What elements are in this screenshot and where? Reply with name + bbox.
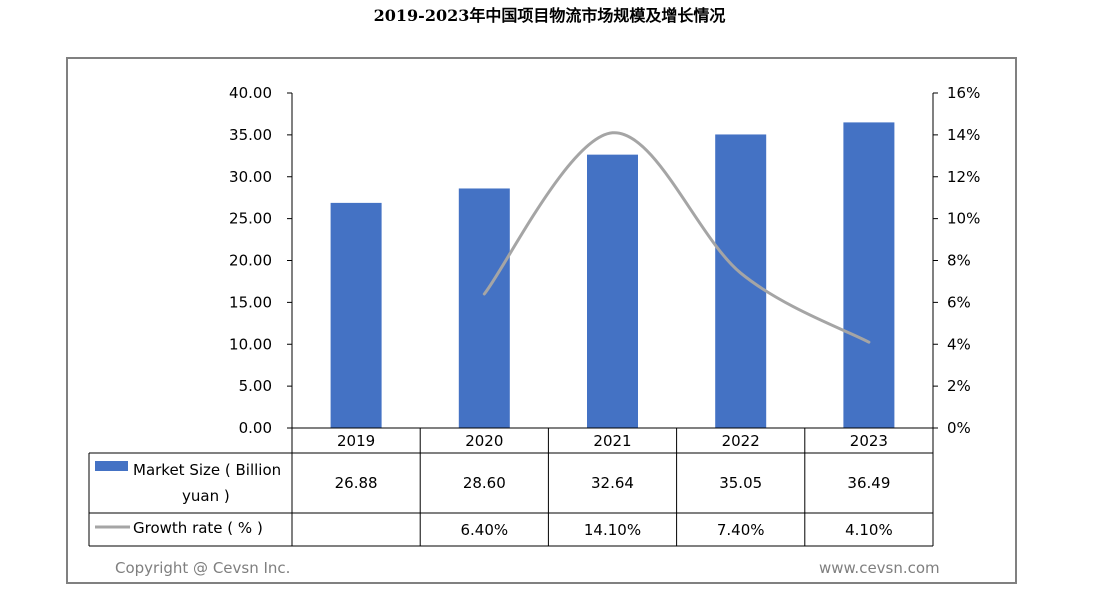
y2-tick-label: 16%: [947, 84, 980, 102]
y2-tick-label: 14%: [947, 126, 980, 144]
growth-rate-value: 4.10%: [845, 521, 893, 539]
y-tick-label: 25.00: [229, 210, 272, 228]
y2-tick-label: 2%: [947, 377, 971, 395]
x-tick-label: 2020: [465, 432, 503, 450]
y2-tick-label: 0%: [947, 419, 971, 437]
axes-layer: 0.00 5.00 10.00 15.00 20.00 25.00 30.00 35.00 40…: [229, 84, 980, 437]
y2-tick-label: 8%: [947, 252, 971, 270]
y-tick-label: 10.00: [229, 335, 272, 353]
y2-tick-label: 4%: [947, 335, 971, 353]
growth-rate-value: 14.10%: [584, 521, 641, 539]
y-tick-label: 15.00: [229, 293, 272, 311]
legend-label-market-size-line2: yuan ): [182, 487, 230, 505]
y2-tick-label: 12%: [947, 168, 980, 186]
bar-2019: [330, 202, 382, 428]
data-table: Market Size ( Billion yuan ) Growth rate…: [88, 427, 934, 547]
growth-rate-line: [482, 131, 871, 344]
market-size-value: 36.49: [847, 474, 890, 492]
y-tick-label: 40.00: [229, 84, 272, 102]
legend-label-market-size-line1: Market Size ( Billion: [133, 461, 281, 479]
bar-2021: [587, 154, 638, 428]
market-size-value: 28.60: [463, 474, 506, 492]
bar-2023: [843, 122, 895, 429]
bars-layer: [330, 122, 895, 429]
legend-label-growth-rate: Growth rate ( % ): [133, 519, 263, 537]
bar-2022: [715, 134, 767, 429]
y2-tick-label: 10%: [947, 210, 980, 228]
growth-rate-value: 7.40%: [717, 521, 765, 539]
y-tick-label: 0.00: [239, 419, 272, 437]
chart-title: 2019-2023年中国项目物流市场规模及增长情况: [373, 6, 726, 25]
growth-rate-value: 6.40%: [460, 521, 508, 539]
growth-line-layer: [482, 131, 871, 344]
x-tick-label: 2021: [593, 432, 631, 450]
y-tick-label: 20.00: [229, 252, 272, 270]
y2-tick-label: 6%: [947, 293, 971, 311]
y-tick-label: 30.00: [229, 168, 272, 186]
x-tick-label: 2023: [850, 432, 888, 450]
y-tick-label: 5.00: [239, 377, 272, 395]
x-tick-label: 2022: [722, 432, 760, 450]
legend-swatch-market-size: [95, 461, 128, 471]
market-size-value: 35.05: [719, 474, 762, 492]
bar-2020: [458, 188, 510, 428]
x-tick-label: 2019: [337, 432, 375, 450]
y-tick-label: 35.00: [229, 126, 272, 144]
footer-copyright: Copyright @ Cevsn Inc.: [115, 559, 290, 577]
market-size-value: 26.88: [335, 474, 378, 492]
market-size-value: 32.64: [591, 474, 634, 492]
footer-website: www.cevsn.com: [819, 559, 940, 577]
